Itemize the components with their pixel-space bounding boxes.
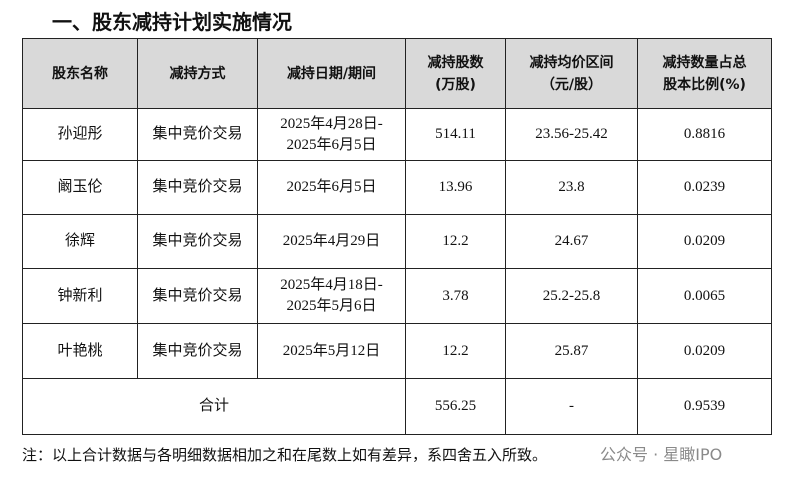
table-row: 钟新利 集中竞价交易 2025年4月18日- 2025年5月6日 3.78 25.2-25…: [22, 268, 772, 324]
header-cell: 减持方式: [137, 38, 258, 109]
cell-text: 集中竞价交易: [152, 126, 243, 142]
table-cell: 集中竞价交易: [137, 214, 258, 269]
cell-text: 0.0209: [683, 342, 726, 359]
cell-text: 2025年4月29日: [282, 233, 381, 249]
table-cell: 23.8: [505, 160, 638, 215]
table-cell: 2025年6月5日: [257, 160, 406, 215]
cell-text: 2025年4月28日-: [280, 115, 383, 132]
table-cell: 集中竞价交易: [137, 160, 258, 215]
table-cell: 24.67: [505, 214, 638, 269]
cell-text: 13.96: [438, 179, 473, 195]
cell-text: 2025年4月18日-: [280, 277, 383, 293]
total-label: 合计: [22, 378, 406, 435]
table-cell: 514.11: [405, 108, 506, 161]
cell-text: 减持股数: [427, 54, 484, 71]
table-cell: 2025年5月12日: [257, 323, 406, 379]
table-row: 阚玉伦 集中竞价交易 2025年6月5日 13.96 23.8 0.0239: [22, 160, 772, 215]
table-cell: 钟新利: [22, 268, 138, 324]
cell-text: 23.56-25.42: [535, 126, 608, 142]
table-cell: 徐辉: [22, 214, 138, 269]
header-cell: 减持数量占总 股本比例(%): [637, 38, 772, 109]
cell-text: 股东名称: [52, 65, 108, 82]
cell-text: 集中竞价交易: [152, 233, 243, 249]
table-cell: 13.96: [405, 160, 506, 215]
cell-text: 孙迎彤: [57, 126, 103, 142]
cell-text: 0.8816: [683, 126, 726, 142]
cell-text: 集中竞价交易: [152, 342, 243, 359]
cell-text: 2025年6月5日: [286, 179, 377, 195]
watermark: 公众号 · 星瞰IPO: [600, 441, 723, 465]
cell-text: 514.11: [435, 126, 476, 142]
header-cell: 减持股数 (万股): [405, 38, 506, 109]
table-cell: 2025年4月28日- 2025年6月5日: [257, 108, 406, 161]
cell-text: 12.2: [442, 342, 469, 359]
cell-text: （元/股）: [540, 76, 603, 93]
header-cell: 股东名称: [22, 38, 138, 109]
cell-text: 0.0239: [683, 179, 726, 195]
cell-text: 2025年5月12日: [282, 342, 381, 359]
cell-text: 集中竞价交易: [152, 179, 243, 195]
footnote: 注：以上合计数据与各明细数据相加之和在尾数上如有差异，系四舍五入所致。: [22, 446, 548, 464]
cell-text: 0.0065: [683, 287, 726, 304]
cell-text: 叶艳桃: [57, 342, 103, 359]
table-cell: 集中竞价交易: [137, 268, 258, 324]
table-cell: 0.0209: [637, 214, 772, 269]
table-cell: 0.8816: [637, 108, 772, 161]
cell-text: 3.78: [442, 287, 469, 304]
cell-text: (万股): [435, 76, 476, 93]
table-cell: 3.78: [405, 268, 506, 324]
table-cell: 2025年4月29日: [257, 214, 406, 269]
table-row: 叶艳桃 集中竞价交易 2025年5月12日 12.2 25.87 0.0209: [22, 323, 772, 379]
cell-text: 25.2-25.8: [542, 287, 601, 304]
cell-text: 24.67: [554, 233, 589, 249]
table-cell: 0.0065: [637, 268, 772, 324]
cell-text: 阚玉伦: [57, 179, 103, 195]
table-row: 孙迎彤 集中竞价交易 2025年4月28日- 2025年6月5日 514.11 23.56…: [22, 108, 772, 161]
cell-text: 钟新利: [57, 287, 103, 304]
header-cell: 减持日期/期间: [257, 38, 406, 109]
total-cell: 0.9539: [637, 378, 772, 435]
table-cell: 阚玉伦: [22, 160, 138, 215]
cell-text: 徐辉: [64, 233, 95, 249]
table-cell: 12.2: [405, 214, 506, 269]
total-row: 合计 556.25-0.9539: [22, 378, 772, 435]
cell-text: 0.0209: [683, 233, 726, 249]
cell-text: 23.8: [558, 179, 585, 195]
cell-text: 减持方式: [169, 65, 226, 82]
cell-text: 减持日期/期间: [286, 65, 377, 82]
cell-text: 25.87: [554, 342, 589, 359]
cell-text: 股本比例(%): [663, 76, 746, 93]
table-cell: 孙迎彤: [22, 108, 138, 161]
table-cell: 0.0209: [637, 323, 772, 379]
table-row: 徐辉 集中竞价交易 2025年4月29日 12.2 24.67 0.0209: [22, 214, 772, 269]
section-title: 一、股东减持计划实施情况: [52, 10, 292, 34]
table-cell: 25.87: [505, 323, 638, 379]
total-cell: 556.25: [405, 378, 506, 435]
total-cell: -: [505, 378, 638, 435]
cell-text: 减持均价区间: [529, 54, 614, 71]
table-cell: 12.2: [405, 323, 506, 379]
cell-text: 2025年6月5日: [286, 136, 377, 153]
table-cell: 2025年4月18日- 2025年5月6日: [257, 268, 406, 324]
cell-text: 2025年5月6日: [286, 298, 377, 314]
cell-text: 减持数量占总: [662, 54, 747, 71]
table-cell: 集中竞价交易: [137, 108, 258, 161]
cell-text: 集中竞价交易: [152, 287, 243, 304]
table-cell: 23.56-25.42: [505, 108, 638, 161]
table-cell: 25.2-25.8: [505, 268, 638, 324]
table-cell: 集中竞价交易: [137, 323, 258, 379]
header-row: 股东名称 减持方式 减持日期/期间 减持股数 (万股) 减持均价区间 （元/股） 减持数量占总…: [22, 38, 772, 109]
table-cell: 叶艳桃: [22, 323, 138, 379]
table: 股东名称 减持方式 减持日期/期间 减持股数 (万股) 减持均价区间 （元/股） 减持数量占总…: [22, 38, 772, 435]
cell-text: 12.2: [442, 233, 469, 249]
header-cell: 减持均价区间 （元/股）: [505, 38, 638, 109]
table-cell: 0.0239: [637, 160, 772, 215]
